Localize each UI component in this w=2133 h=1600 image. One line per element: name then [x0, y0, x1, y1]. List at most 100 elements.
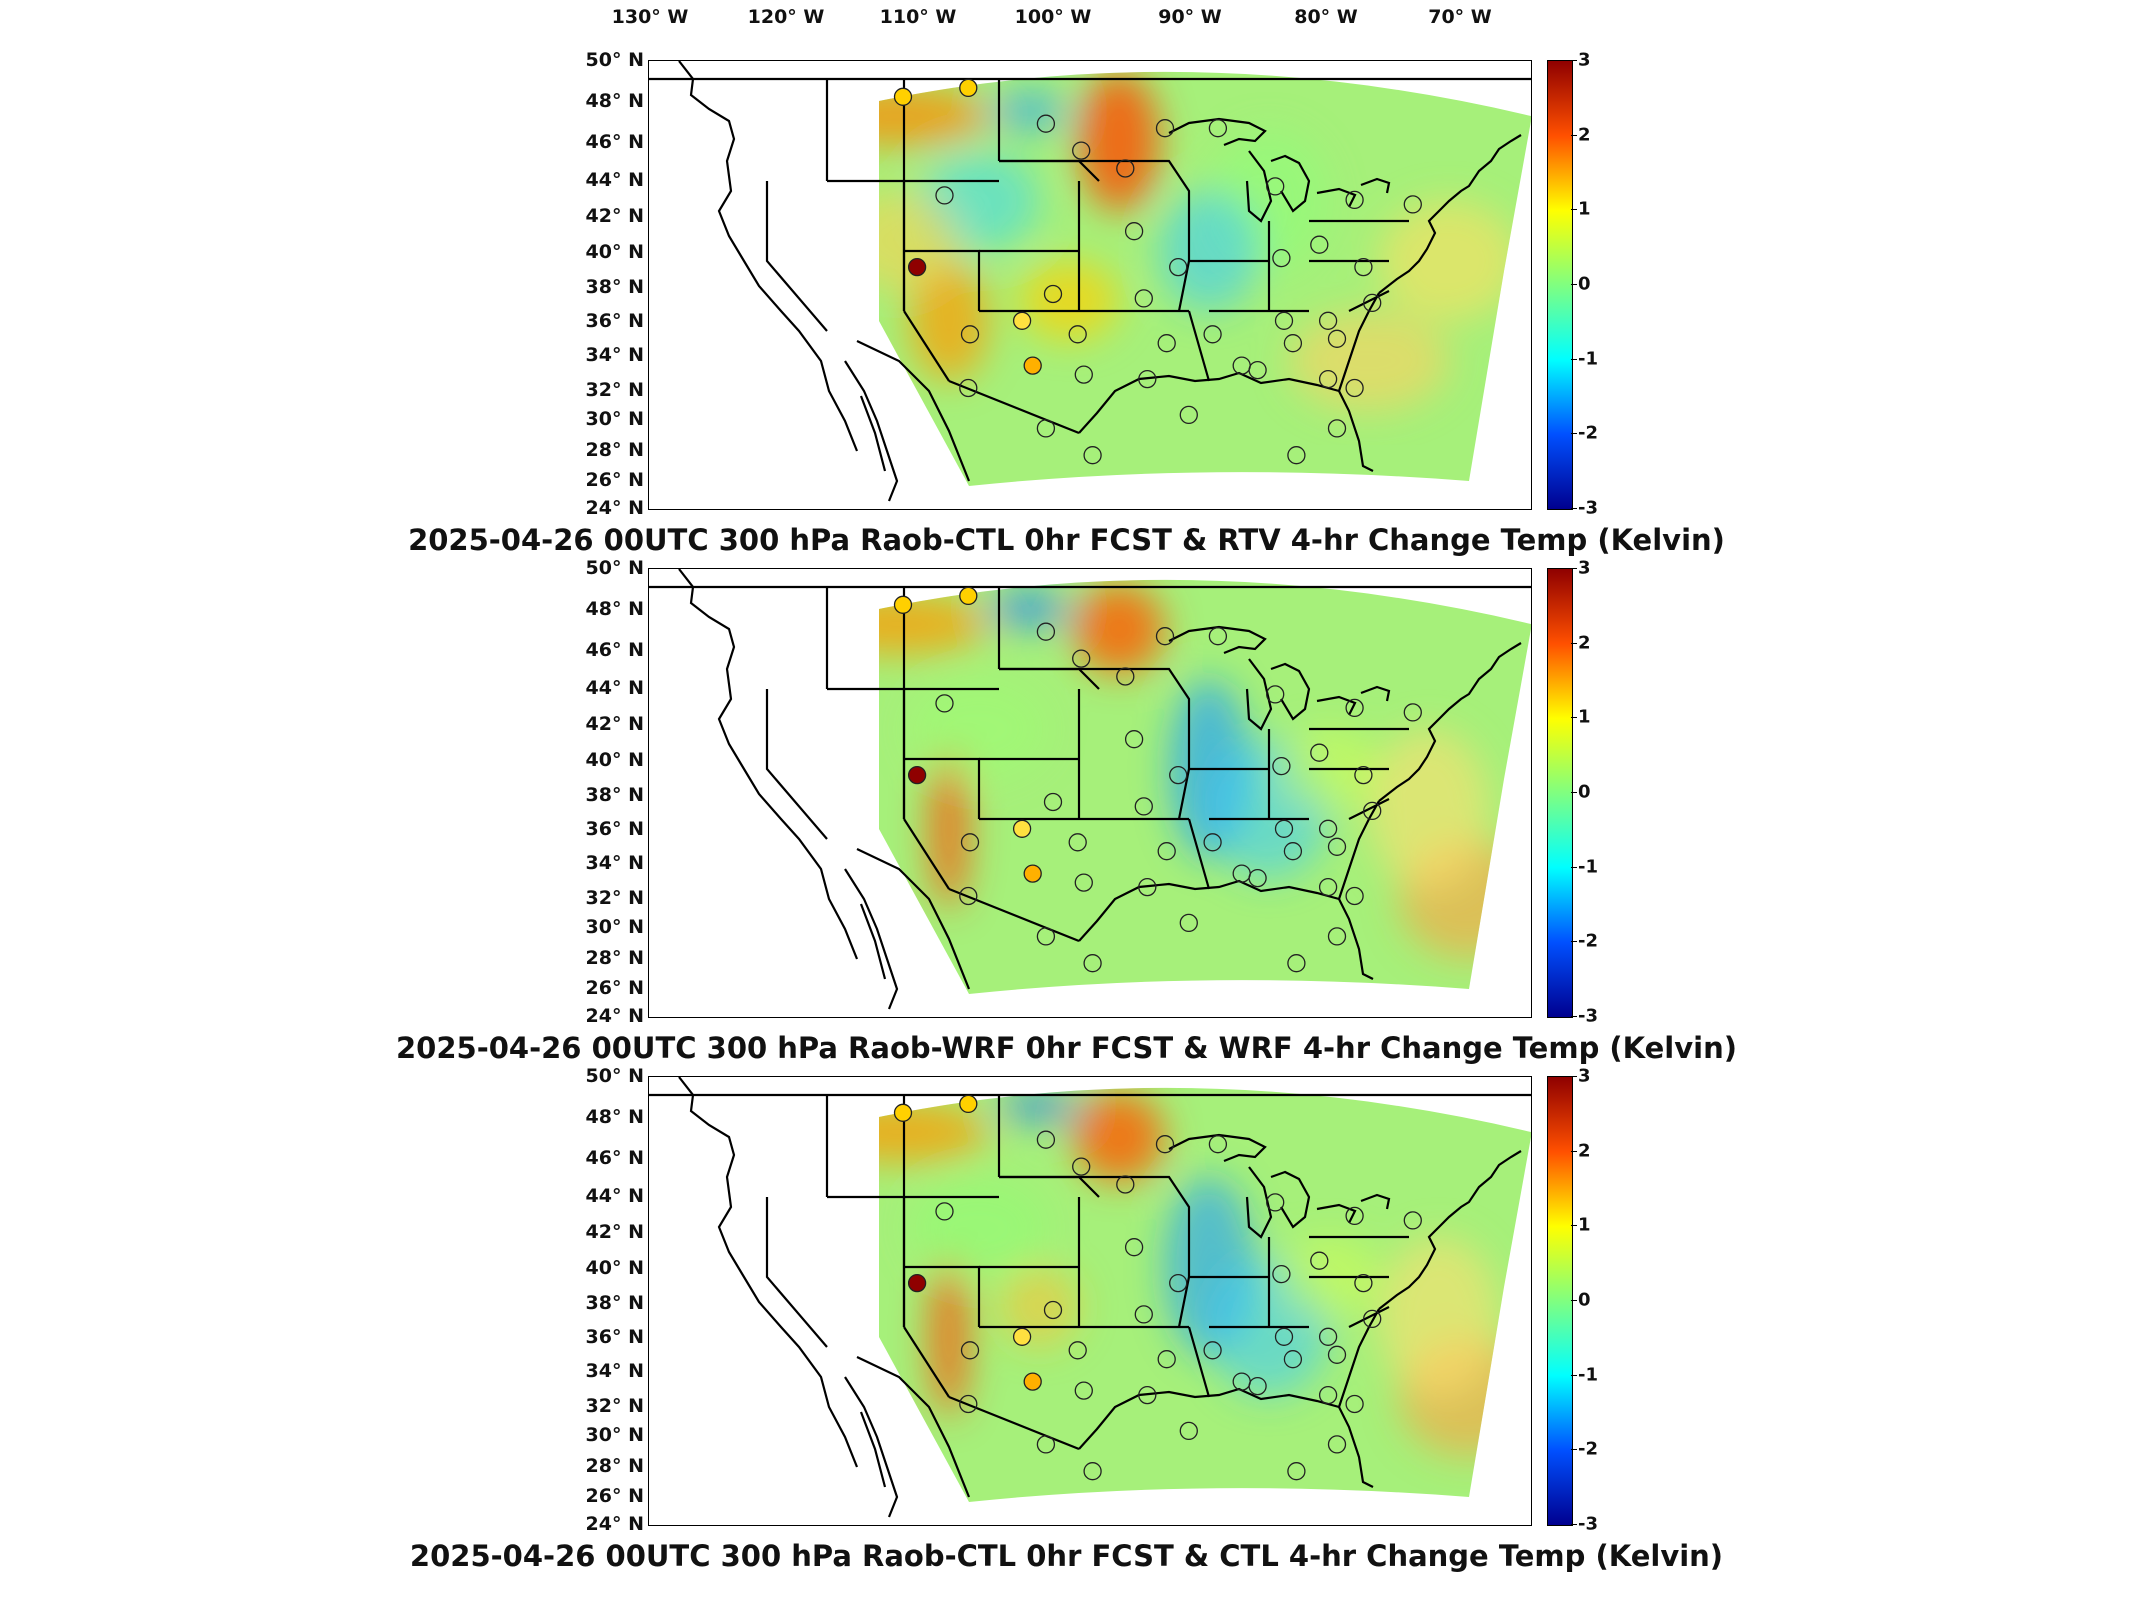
raob-station-marker [1036, 419, 1056, 438]
lat-label: 48° N [585, 90, 644, 112]
colorbar-tick-label: 3 [1578, 49, 1591, 71]
raob-station-marker [893, 595, 913, 614]
colorbar-tick-mark [1571, 358, 1577, 360]
raob-station-marker [959, 378, 978, 398]
raob-station-marker [959, 1394, 978, 1414]
raob-station-marker [1134, 289, 1153, 308]
raob-station-marker [1363, 1309, 1382, 1329]
colorbar-tick-mark [1571, 1300, 1577, 1301]
raob-station-marker [1283, 1350, 1303, 1369]
raob-station-marker [1124, 730, 1144, 749]
lat-label: 48° N [585, 1106, 644, 1128]
colorbar-tick-mark [1571, 941, 1577, 943]
lat-label: 24° N [585, 1005, 644, 1027]
lon-label-110w: 110° W [879, 6, 957, 28]
temperature-map [648, 1076, 1532, 1526]
raob-station-marker [1287, 446, 1306, 465]
raob-station-marker [1072, 141, 1091, 160]
lat-label: 32° N [585, 887, 644, 909]
lat-label: 26° N [585, 1485, 644, 1507]
raob-station-marker [1179, 913, 1198, 933]
state-boundaries [649, 569, 1531, 1010]
raob-stations [893, 586, 1422, 973]
raob-station-marker [959, 886, 978, 906]
map-panel-1: 50° N 48° N 46° N 44° N 42° N 40° N 38° N 36° N… [0, 49, 2133, 568]
lat-label: 42° N [585, 205, 644, 227]
raob-station-marker [1074, 1381, 1093, 1400]
raob-station-marker [1403, 703, 1422, 722]
lon-label-120w: 120° W [747, 6, 825, 28]
lat-label: 38° N [585, 1292, 644, 1314]
raob-station-marker [1266, 685, 1285, 704]
raob-station-marker [1327, 329, 1347, 348]
colorbar-tick-label: 0 [1578, 273, 1591, 295]
raob-station-marker [1124, 1238, 1144, 1257]
raob-station-marker [907, 257, 927, 277]
colorbar [1547, 568, 1573, 1018]
raob-station-marker [1036, 1130, 1056, 1149]
raob-station-marker [1203, 1341, 1222, 1360]
raob-station-marker [1318, 369, 1338, 389]
raob-station-marker [1036, 1435, 1056, 1454]
lat-label: 50° N [585, 557, 644, 579]
lat-label: 48° N [585, 598, 644, 620]
colorbar-tick-mark [1571, 1524, 1577, 1525]
raob-station-marker [1157, 842, 1176, 861]
raob-station-marker [1074, 365, 1093, 384]
raob-station-marker [1169, 765, 1188, 785]
raob-station-marker [1169, 257, 1188, 277]
raob-station-marker [1138, 1385, 1157, 1405]
lon-label-80w: 80° W [1294, 6, 1358, 28]
temperature-map [648, 568, 1532, 1018]
colorbar-tick-label: -3 [1578, 1513, 1598, 1535]
raob-station-marker [1345, 698, 1364, 718]
raob-station-marker [1169, 1273, 1188, 1293]
colorbar-tick-label: -1 [1578, 1364, 1598, 1386]
panel-title: 2025-04-26 00UTC 300 hPa Raob-CTL 0hr FC… [408, 523, 1725, 557]
raob-station-marker [960, 833, 980, 852]
raob-station-marker [1345, 378, 1364, 398]
raob-station-marker [1068, 833, 1087, 852]
lat-label: 44° N [585, 1185, 644, 1207]
lat-label: 50° N [585, 1065, 644, 1087]
colorbar-tick-label: 3 [1578, 1065, 1591, 1087]
raob-station-marker [1116, 1175, 1135, 1194]
raob-station-marker [1208, 627, 1228, 646]
lat-label: 34° N [585, 344, 644, 366]
raob-station-marker [959, 78, 978, 98]
colorbar-tick-label: 2 [1578, 124, 1591, 146]
lat-label: 28° N [585, 947, 644, 969]
raob-station-marker [1134, 1305, 1153, 1324]
raob-station-marker [1327, 419, 1347, 438]
colorbar-tick-mark [1571, 209, 1577, 211]
raob-station-marker [1327, 1345, 1347, 1364]
raob-station-marker [959, 1094, 978, 1114]
colorbar-tick-mark [1571, 508, 1577, 509]
raob-station-marker [1116, 667, 1135, 686]
raob-station-marker [1354, 257, 1373, 277]
lat-label: 42° N [585, 1221, 644, 1243]
colorbar-tick-label: 2 [1578, 632, 1591, 654]
raob-station-marker [1266, 177, 1285, 196]
colorbar-tick-mark [1571, 60, 1577, 61]
raob-station-marker [1403, 195, 1422, 214]
raob-station-marker [1068, 325, 1087, 344]
lat-label: 36° N [585, 310, 644, 332]
lat-label: 36° N [585, 818, 644, 840]
raob-station-marker [1318, 1327, 1338, 1346]
colorbar [1547, 1076, 1573, 1526]
lat-label: 46° N [585, 131, 644, 153]
colorbar-tick-mark [1571, 1076, 1577, 1077]
colorbar-tick-label: 2 [1578, 1140, 1591, 1162]
raob-station-marker [1179, 405, 1198, 425]
lat-label: 26° N [585, 469, 644, 491]
colorbar-tick-mark [1571, 1374, 1577, 1376]
colorbar-tick-label: 3 [1578, 557, 1591, 579]
colorbar-tick-label: -2 [1578, 930, 1598, 952]
lat-label: 40° N [585, 749, 644, 771]
colorbar-tick-mark [1571, 284, 1577, 285]
colorbar-tick-mark [1571, 792, 1577, 793]
raob-station-marker [1274, 1327, 1294, 1346]
lat-label: 38° N [585, 276, 644, 298]
lat-label: 28° N [585, 1455, 644, 1477]
